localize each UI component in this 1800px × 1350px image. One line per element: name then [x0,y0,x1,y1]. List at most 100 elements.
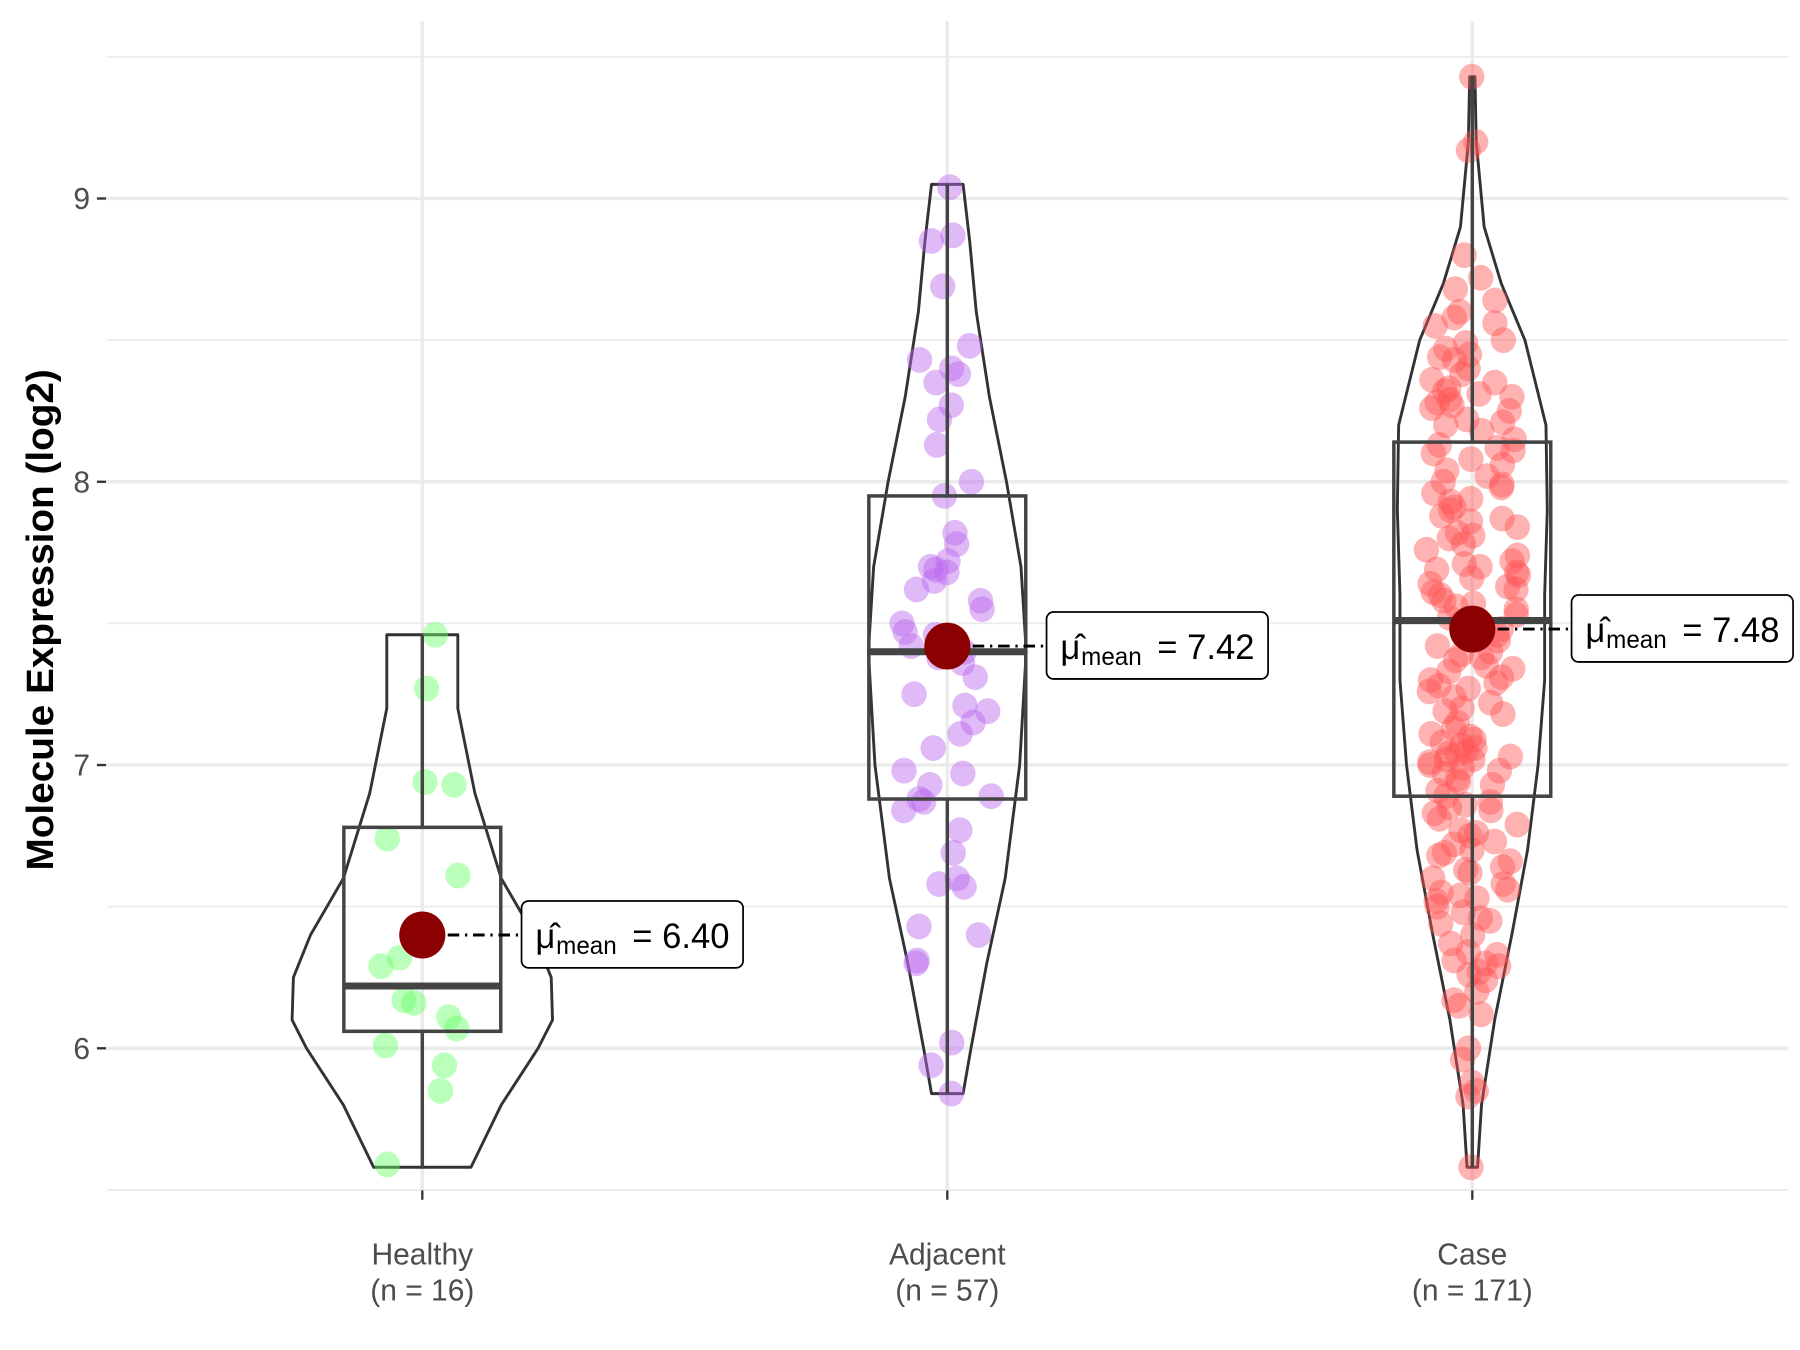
data-point [1413,536,1440,563]
data-point [911,788,937,815]
x-tick-label: Adjacent [889,1238,1006,1271]
data-point [1424,893,1450,920]
data-point [1504,811,1530,838]
data-point [938,392,964,419]
data-point [1420,865,1446,892]
data-point [923,556,949,583]
data-point [1428,910,1454,937]
x-tick-label: Case [1437,1238,1507,1271]
data-point [934,559,960,586]
data-point [1500,437,1526,464]
violin-outline [290,633,554,1169]
data-point [1447,882,1474,909]
data-point [1420,579,1446,606]
data-point [1444,740,1471,767]
data-point [1505,562,1532,589]
data-point [917,553,944,580]
data-point [956,332,983,359]
data-point [1441,494,1467,521]
data-point [901,681,927,708]
data-point [906,913,932,940]
data-point [967,587,994,614]
data-point [1436,386,1463,413]
box [342,825,503,1034]
data-point [1444,519,1471,546]
data-point [1446,992,1472,1019]
data-point [923,432,950,458]
data-point [1448,817,1474,844]
data-point [926,871,952,897]
data-point [444,1015,470,1042]
data-point [1437,930,1464,957]
data-point [1421,800,1448,827]
mean-value-label: = 6.40 [632,917,729,956]
data-point [1504,542,1531,569]
data-point [1432,698,1458,725]
mean-label-box [520,900,744,969]
data-point [413,675,440,702]
data-point [1453,856,1479,883]
data-point [906,347,933,373]
data-point [1441,304,1467,331]
data-point [1436,794,1463,821]
data-point [436,1004,462,1031]
data-point [1455,675,1482,702]
data-point [960,709,986,736]
data-point [1449,754,1475,781]
data-point [1433,412,1459,439]
data-point [1468,1001,1494,1028]
data-point [951,873,977,900]
data-point [1450,899,1476,926]
data-point [903,950,929,977]
data-point [1495,876,1521,903]
y-axis: 6 7 8 9 [73,183,107,1066]
data-point [891,757,917,784]
data-point [891,797,917,824]
data-point [952,692,978,719]
data-point [889,610,915,637]
data-point [1489,854,1516,880]
data-point [1489,409,1516,436]
data-point [372,1032,399,1059]
x-tick-label: Healthy [371,1238,474,1271]
data-point [1482,287,1508,314]
data-point [892,618,918,645]
data-point [1436,658,1462,685]
data-point [1455,1035,1482,1062]
data-point [368,953,394,980]
data-point [1436,525,1462,552]
data-point [1449,361,1475,388]
mean-value-label: = 7.48 [1682,611,1779,650]
data-point [1432,378,1458,405]
data-point [1456,961,1482,988]
data-point [1427,344,1453,371]
data-point [1456,341,1483,368]
data-point [1478,797,1504,824]
data-point [1457,822,1483,849]
data-point [942,519,968,546]
data-point [939,1029,965,1056]
data-point [944,531,970,558]
data-point [1477,689,1504,716]
data-point [1504,514,1531,541]
data-point [1429,502,1455,529]
data-point [401,990,427,1016]
data-point [1455,355,1481,382]
data-point [1499,548,1525,575]
data-point [1479,771,1506,798]
y-tick-label: 7 [73,749,90,782]
data-point [1463,820,1490,846]
data-point [1437,488,1464,515]
x-tick-n-label: (n = 57) [895,1274,999,1307]
data-point [1450,531,1477,558]
data-point [1497,848,1523,875]
data-point [1434,457,1460,484]
data-point [1503,596,1529,623]
data-point [1423,888,1449,914]
data-point [950,760,976,787]
data-point [1426,842,1452,869]
data-point [1439,392,1465,419]
data-point [391,987,417,1014]
